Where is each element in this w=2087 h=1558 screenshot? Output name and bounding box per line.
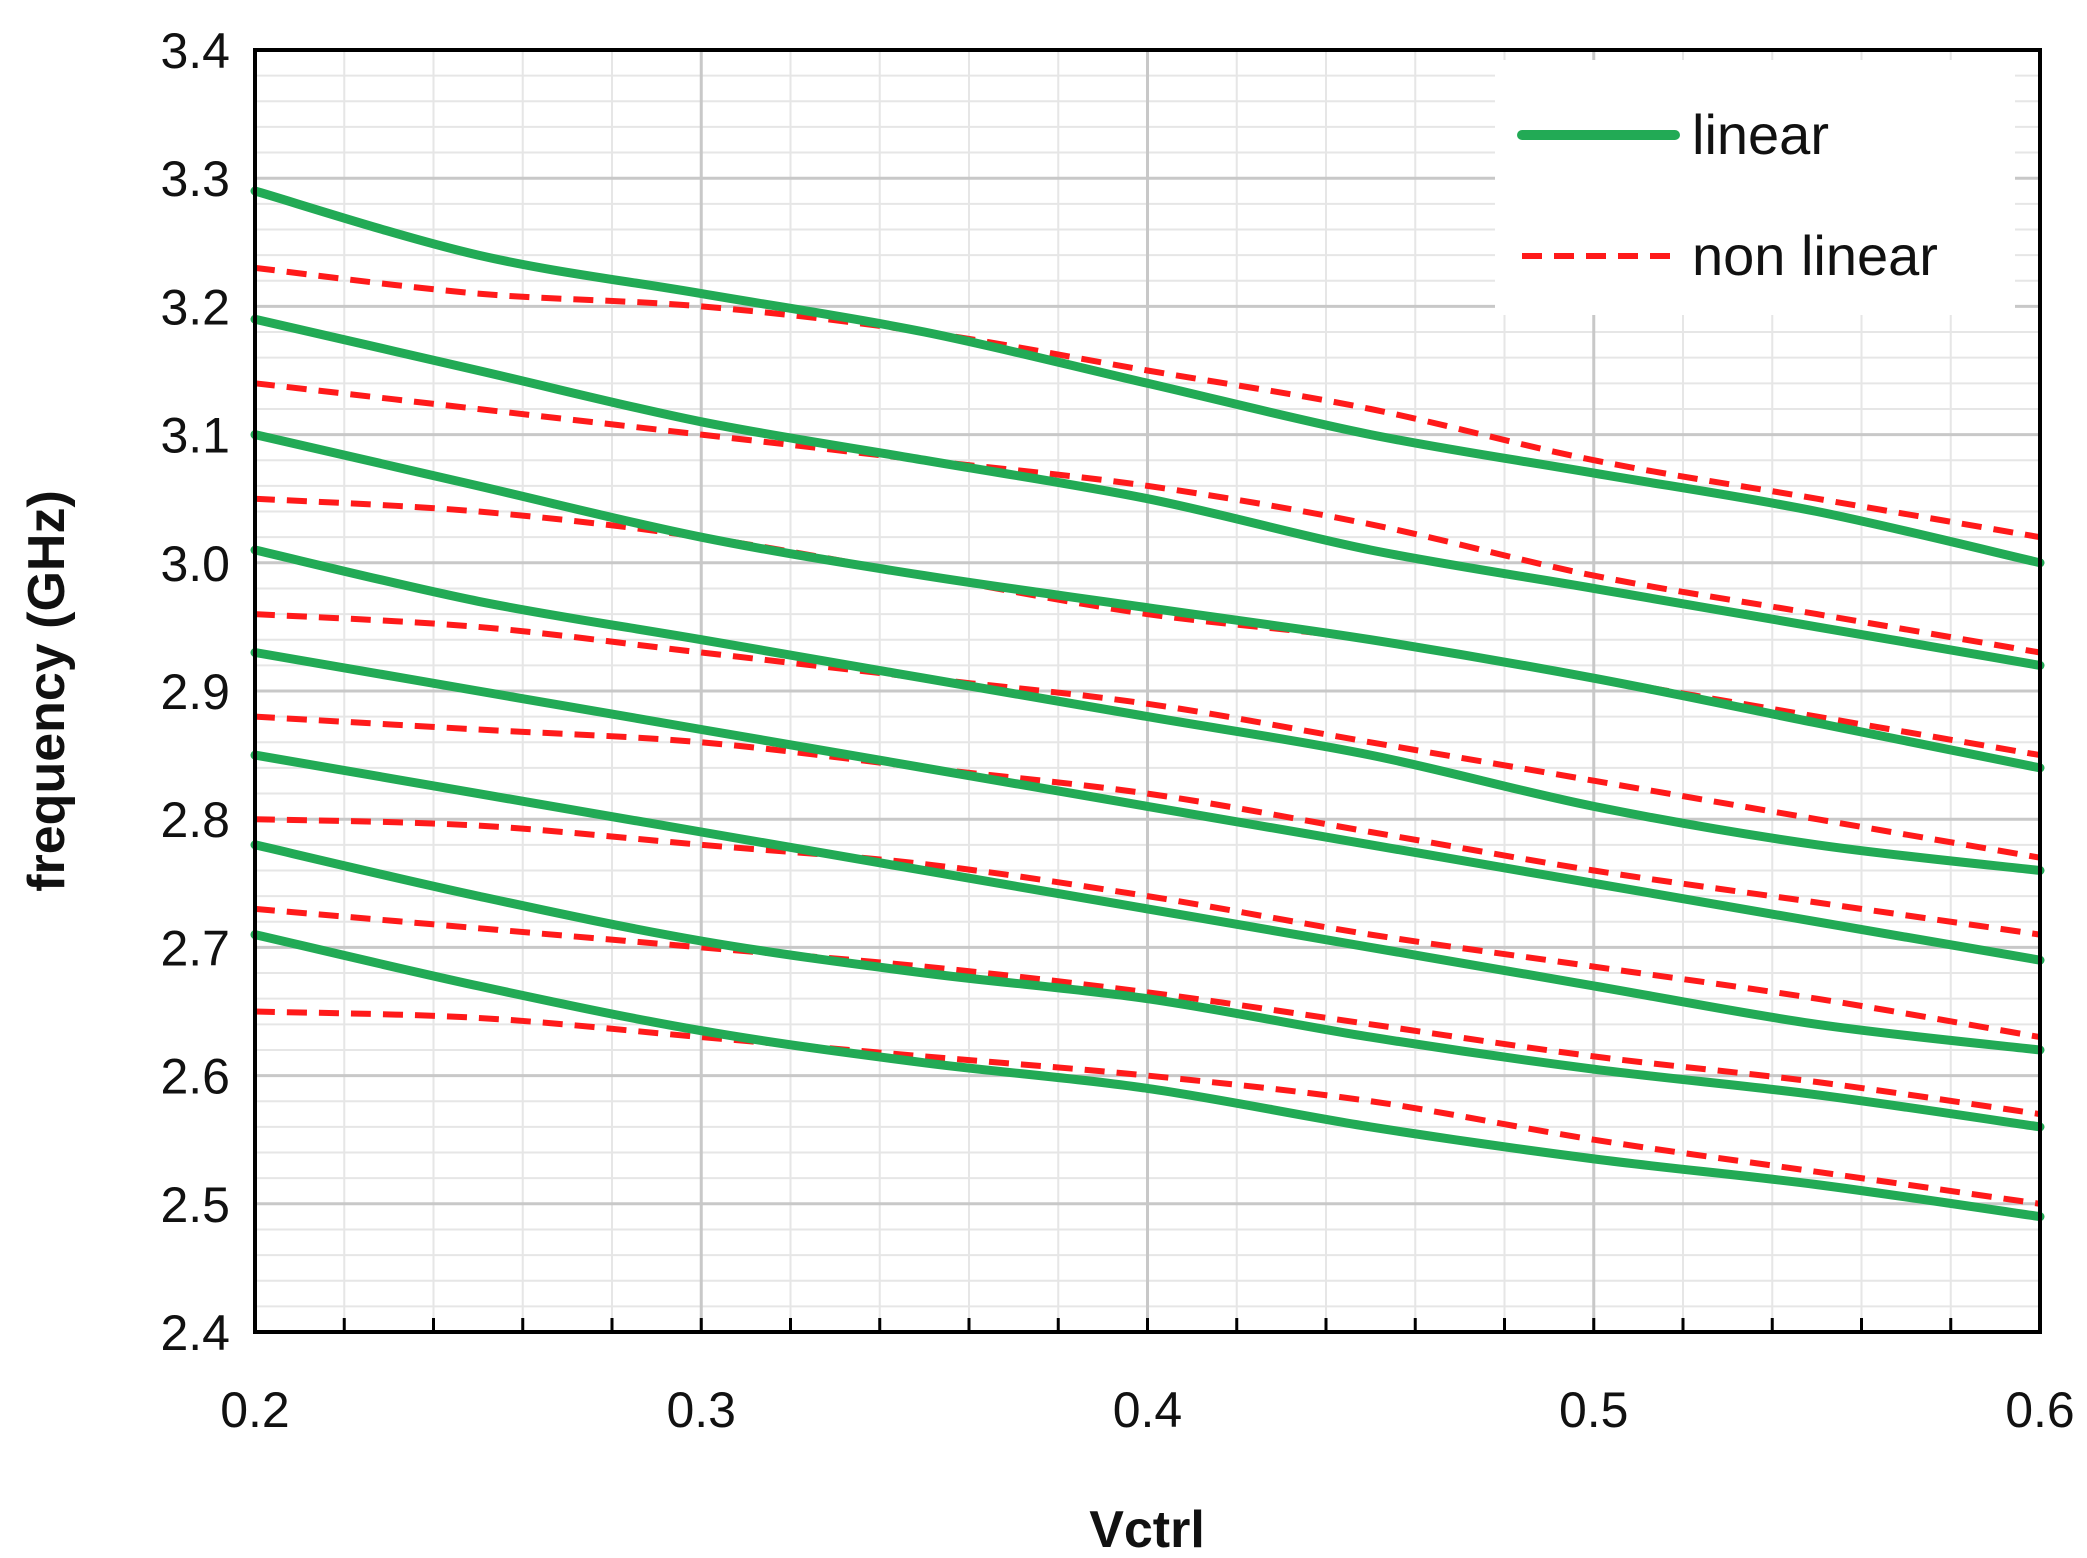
nonlinear-series-line — [254, 380, 2041, 656]
y-tick-label: 2.5 — [160, 1177, 230, 1233]
linear-series-line — [250, 545, 2045, 875]
linear-series-line — [250, 314, 2045, 670]
y-tick-label: 3.1 — [160, 408, 230, 464]
x-tick-label: 0.3 — [666, 1382, 736, 1438]
linear-series-line — [250, 430, 2045, 773]
y-axis-title: frequency (GHz) — [18, 490, 76, 892]
linear-series-line — [250, 840, 2045, 1132]
x-axis-title: Vctrl — [1089, 1501, 1205, 1558]
linear-series-line — [250, 930, 2045, 1222]
nonlinear-series-line — [254, 905, 2041, 1118]
y-tick-label: 2.9 — [160, 664, 230, 720]
x-tick-label: 0.2 — [220, 1382, 290, 1438]
nonlinear-series-line — [254, 816, 2041, 1041]
y-tick-label: 2.4 — [160, 1305, 230, 1361]
x-tick-label: 0.5 — [1559, 1382, 1629, 1438]
x-tick-labels: 0.2 0.3 0.4 0.5 0.6 — [220, 1382, 2075, 1438]
series-layer — [250, 186, 2045, 1222]
y-tick-label: 3.4 — [160, 23, 230, 79]
legend: linear non linear — [1495, 60, 2015, 315]
linear-series-line — [250, 648, 2045, 965]
y-tick-labels: 2.4 2.5 2.6 2.7 2.8 2.9 3.0 3.1 3.2 3.3 3.4 — [160, 23, 230, 1361]
x-axis-ticks — [342, 1318, 1953, 1332]
legend-linear-label: linear — [1692, 103, 1829, 166]
y-tick-label: 3.2 — [160, 279, 230, 335]
y-tick-label: 2.6 — [160, 1049, 230, 1105]
linear-series-line — [250, 186, 2045, 568]
legend-background — [1495, 60, 2015, 315]
nonlinear-series-line — [254, 264, 2041, 541]
nonlinear-series-line — [254, 1008, 2041, 1207]
y-tick-label: 2.8 — [160, 792, 230, 848]
y-tick-label: 3.0 — [160, 536, 230, 592]
x-tick-label: 0.4 — [1113, 1382, 1183, 1438]
y-tick-label: 3.3 — [160, 151, 230, 207]
legend-nonlinear-label: non linear — [1692, 224, 1938, 287]
linear-series-line — [250, 750, 2045, 1055]
nonlinear-series-line — [254, 713, 2041, 938]
x-tick-label: 0.6 — [2005, 1382, 2075, 1438]
y-tick-label: 2.7 — [160, 920, 230, 976]
nonlinear-series-line — [254, 611, 2041, 861]
